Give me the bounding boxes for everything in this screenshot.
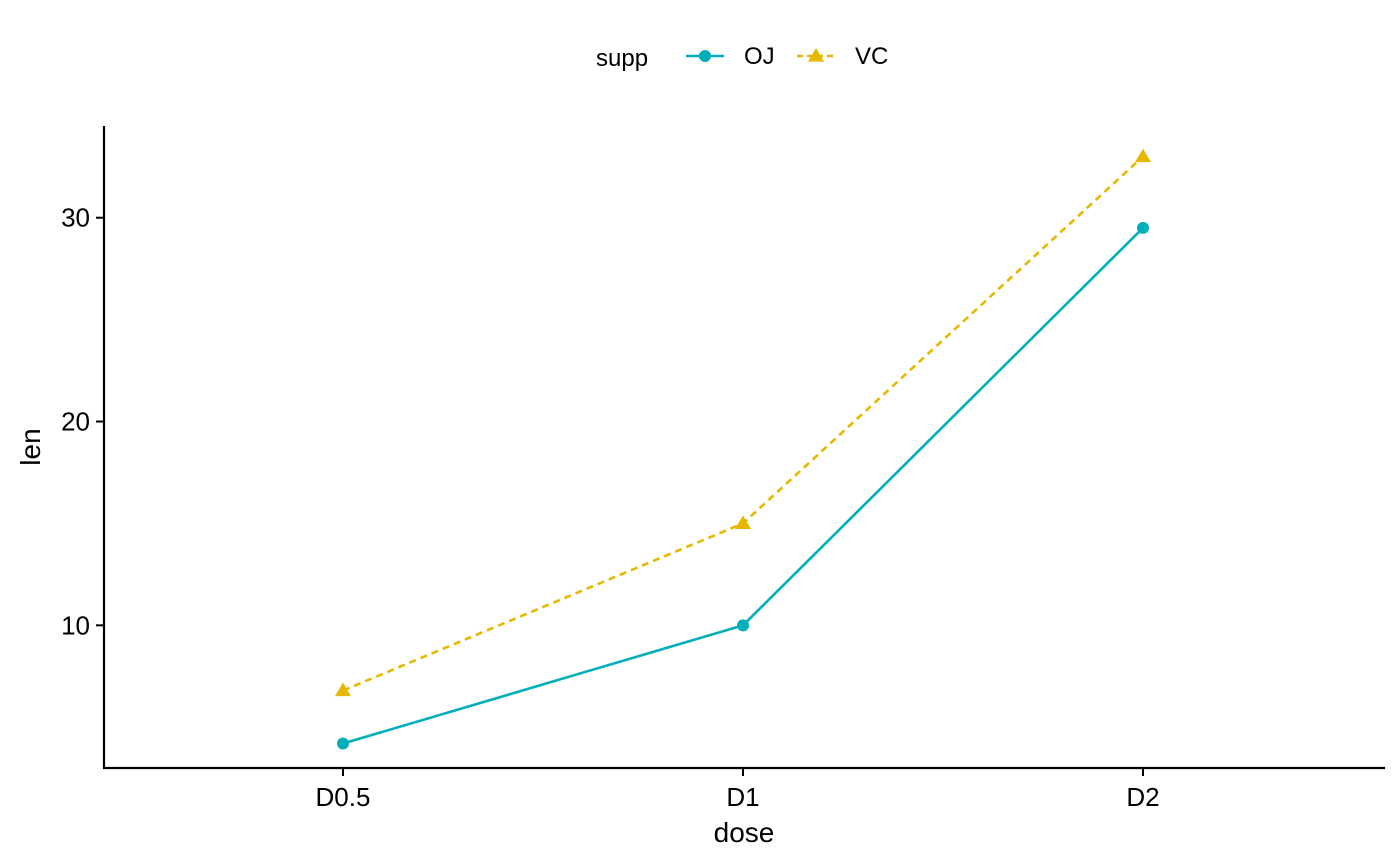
series-line-vc <box>342 155 1144 692</box>
legend-label-oj: OJ <box>744 43 775 70</box>
x-tick-label-d0-5: D0.5 <box>316 782 371 812</box>
data-point-vc-d2 <box>1135 148 1151 163</box>
series-oj <box>337 221 1149 750</box>
y-tick-label-10: 10 <box>61 610 90 640</box>
data-point-vc-d0-5 <box>335 682 351 697</box>
series-line-oj <box>342 226 1144 745</box>
data-point-oj-d2 <box>1137 221 1149 234</box>
legend-item-vc: VC <box>797 43 888 70</box>
y-tick-label-30: 30 <box>61 203 90 233</box>
legend-marker-oj <box>699 50 711 62</box>
legend-marker-vc <box>808 48 824 62</box>
series-vc <box>335 148 1151 697</box>
x-axis-title: dose <box>714 817 775 848</box>
y-axis-title: len <box>15 428 46 465</box>
legend: supp OJ VC <box>596 43 888 72</box>
data-point-oj-d1 <box>737 619 749 632</box>
y-tick-label-20: 20 <box>61 407 90 437</box>
x-tick-label-d1: D1 <box>726 782 759 812</box>
legend-item-oj: OJ <box>686 43 775 70</box>
legend-label-vc: VC <box>855 43 888 70</box>
data-point-vc-d1 <box>735 515 751 530</box>
data-point-oj-d0-5 <box>337 737 349 750</box>
legend-title: supp <box>596 45 648 72</box>
x-tick-label-d2: D2 <box>1126 782 1159 812</box>
